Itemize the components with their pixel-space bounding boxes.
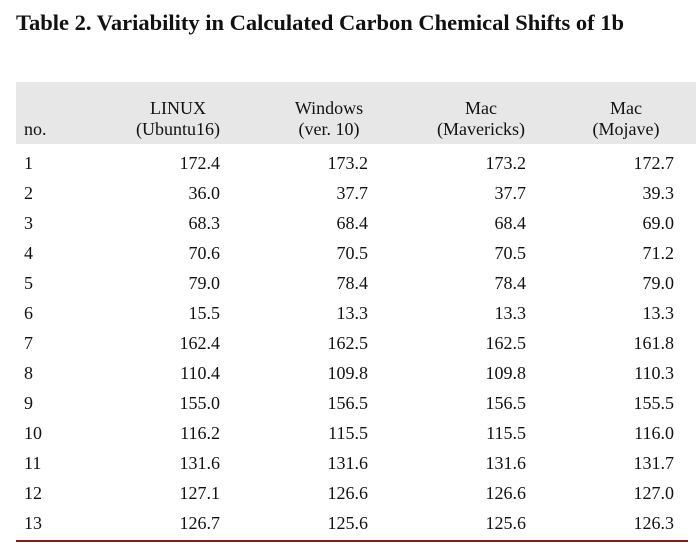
cell-linux: 70.6 [188,242,221,263]
header-mac-mojave-version: (Mojave) [592,119,660,139]
cell-linux: 68.3 [188,212,221,233]
cell-mac-mojave: 131.7 [633,452,675,473]
header-mac-mavericks-version: (Mavericks) [437,119,525,139]
cell-windows: 131.6 [327,452,369,473]
table-title: Table 2. Variability in Calculated Carbo… [16,10,624,35]
cell-mac-mavericks: 125.6 [485,512,527,533]
cell-linux: 126.7 [179,512,221,533]
header-mac-mojave: Mac (Mojave) [556,82,696,144]
cell-mac-mojave: 126.3 [633,512,675,533]
cell-windows: 70.5 [336,242,369,263]
cell-mac-mojave: 71.2 [642,242,675,263]
cell-windows: 156.5 [327,392,369,413]
table-row: 2 36.0 37.7 37.7 39.3 [16,178,696,208]
cell-mac-mavericks: 162.5 [485,332,527,353]
row-no: 2 [24,182,33,203]
table-row: 10 116.2 115.5 115.5 116.0 [16,418,696,448]
cell-linux: 172.4 [179,152,221,173]
row-no: 11 [24,452,42,473]
header-linux-version: (Ubuntu16) [136,119,220,139]
cell-mac-mojave: 127.0 [633,482,675,503]
table-row: 6 15.5 13.3 13.3 13.3 [16,298,696,328]
table-row: 8 110.4 109.8 109.8 110.3 [16,358,696,388]
cell-mac-mojave: 110.3 [634,362,674,383]
cell-mac-mojave: 172.7 [633,152,675,173]
cell-windows: 126.6 [327,482,369,503]
cell-linux: 162.4 [179,332,221,353]
cell-mac-mavericks: 70.5 [494,242,527,263]
header-windows-version: (ver. 10) [298,119,360,139]
cell-mac-mojave: 161.8 [633,332,675,353]
cell-mac-mojave: 39.3 [642,182,675,203]
header-linux: LINUX (Ubuntu16) [104,82,252,144]
cell-linux: 36.0 [188,182,221,203]
table-row: 9 155.0 156.5 156.5 155.5 [16,388,696,418]
table-bottom-rule [16,540,688,542]
cell-windows: 109.8 [327,362,369,383]
row-no: 8 [24,362,33,383]
cell-mac-mavericks: 78.4 [494,272,527,293]
cell-linux: 155.0 [179,392,221,413]
row-no: 4 [24,242,33,263]
chemical-shift-table: no. LINUX (Ubuntu16) Windows (ver. 10) M… [16,82,696,538]
header-no: no. [16,82,104,144]
row-no: 12 [24,482,42,503]
cell-mac-mojave: 155.5 [633,392,675,413]
table-row: 5 79.0 78.4 78.4 79.0 [16,268,696,298]
cell-linux: 79.0 [188,272,221,293]
cell-mac-mojave: 69.0 [642,212,675,233]
cell-linux: 116.2 [180,422,220,443]
cell-windows: 125.6 [327,512,369,533]
cell-linux: 15.5 [188,302,221,323]
header-mac-mavericks-os: Mac [465,98,497,118]
row-no: 7 [24,332,33,353]
cell-mac-mojave: 13.3 [642,302,675,323]
table-header-row: no. LINUX (Ubuntu16) Windows (ver. 10) M… [16,82,696,144]
header-no-label: no. [24,119,47,139]
row-no: 1 [24,152,33,173]
cell-windows: 173.2 [327,152,369,173]
table-row: 11 131.6 131.6 131.6 131.7 [16,448,696,478]
cell-linux: 127.1 [179,482,221,503]
cell-mac-mavericks: 109.8 [485,362,527,383]
cell-mac-mavericks: 115.5 [486,422,526,443]
header-mac-mavericks: Mac (Mavericks) [406,82,556,144]
table-container: no. LINUX (Ubuntu16) Windows (ver. 10) M… [16,82,696,538]
cell-windows: 115.5 [328,422,368,443]
table-row: 13 126.7 125.6 125.6 126.3 [16,508,696,538]
header-linux-os: LINUX [150,98,206,118]
header-mac-mojave-os: Mac [610,98,642,118]
row-no: 5 [24,272,33,293]
cell-linux: 131.6 [179,452,221,473]
table-row: 1 172.4 173.2 173.2 172.7 [16,144,696,178]
table-row: 4 70.6 70.5 70.5 71.2 [16,238,696,268]
cell-windows: 68.4 [336,212,369,233]
header-windows: Windows (ver. 10) [252,82,406,144]
cell-linux: 110.4 [180,362,220,383]
cell-mac-mavericks: 173.2 [485,152,527,173]
cell-mac-mavericks: 13.3 [494,302,527,323]
cell-mac-mojave: 79.0 [642,272,675,293]
cell-windows: 78.4 [336,272,369,293]
row-no: 6 [24,302,33,323]
cell-windows: 162.5 [327,332,369,353]
row-no: 10 [24,422,42,443]
cell-mac-mojave: 116.0 [634,422,674,443]
cell-mac-mavericks: 156.5 [485,392,527,413]
row-no: 9 [24,392,33,413]
row-no: 3 [24,212,33,233]
cell-mac-mavericks: 37.7 [494,182,527,203]
table-row: 7 162.4 162.5 162.5 161.8 [16,328,696,358]
cell-windows: 37.7 [336,182,369,203]
table-body: 1 172.4 173.2 173.2 172.7 2 36.0 37.7 37… [16,144,696,538]
cell-windows: 13.3 [336,302,369,323]
row-no: 13 [24,512,42,533]
table-row: 3 68.3 68.4 68.4 69.0 [16,208,696,238]
cell-mac-mavericks: 68.4 [494,212,527,233]
table-row: 12 127.1 126.6 126.6 127.0 [16,478,696,508]
cell-mac-mavericks: 126.6 [485,482,527,503]
header-windows-os: Windows [294,98,364,118]
cell-mac-mavericks: 131.6 [485,452,527,473]
